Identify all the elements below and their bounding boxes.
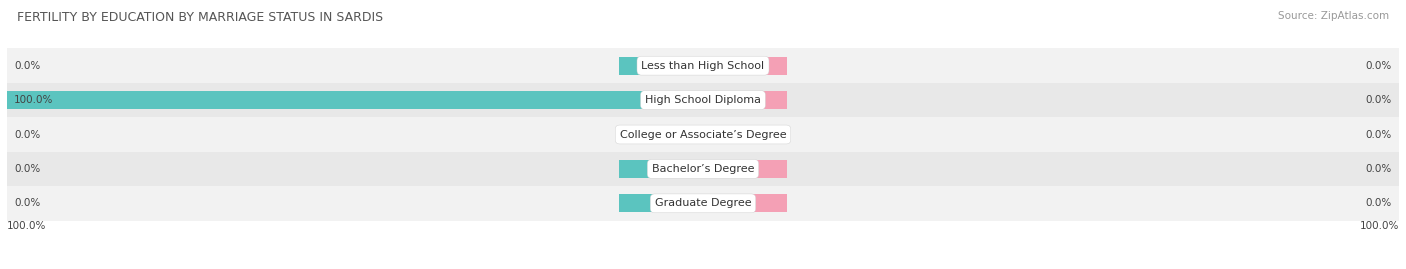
Bar [7,117,1399,152]
Text: 100.0%: 100.0% [7,221,46,231]
Text: High School Diploma: High School Diploma [645,95,761,105]
Text: Bachelor’s Degree: Bachelor’s Degree [652,164,754,174]
Text: Less than High School: Less than High School [641,61,765,71]
Text: 0.0%: 0.0% [1365,164,1392,174]
Text: Graduate Degree: Graduate Degree [655,198,751,208]
Bar [7,83,1399,117]
Bar [620,160,703,178]
Text: College or Associate’s Degree: College or Associate’s Degree [620,129,786,140]
Bar [703,57,786,75]
Bar [7,91,703,109]
Bar [620,194,703,212]
Bar [7,48,1399,83]
Bar [703,91,786,109]
Text: 0.0%: 0.0% [1365,198,1392,208]
Bar [620,57,703,75]
Text: 0.0%: 0.0% [14,129,41,140]
Text: Source: ZipAtlas.com: Source: ZipAtlas.com [1278,11,1389,21]
Text: 100.0%: 100.0% [1360,221,1399,231]
Text: 0.0%: 0.0% [1365,61,1392,71]
Text: 0.0%: 0.0% [14,164,41,174]
Text: 0.0%: 0.0% [1365,129,1392,140]
Text: 0.0%: 0.0% [1365,95,1392,105]
Bar [7,186,1399,221]
Text: FERTILITY BY EDUCATION BY MARRIAGE STATUS IN SARDIS: FERTILITY BY EDUCATION BY MARRIAGE STATU… [17,11,382,24]
Text: 0.0%: 0.0% [14,198,41,208]
Text: 0.0%: 0.0% [14,61,41,71]
Bar [620,126,703,143]
Bar [703,126,786,143]
Bar [703,160,786,178]
Bar [7,152,1399,186]
Bar [703,194,786,212]
Text: 100.0%: 100.0% [14,95,53,105]
